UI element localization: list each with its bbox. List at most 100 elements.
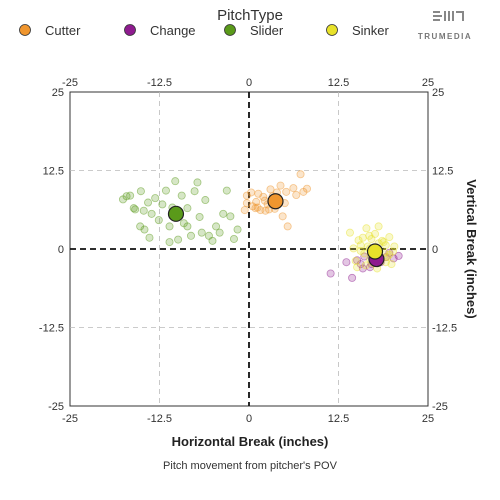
x-tick-label-top: 25 (422, 77, 434, 89)
mean-slider (167, 205, 185, 222)
legend-swatch-slider (224, 24, 236, 36)
point-cutter (289, 184, 298, 193)
y-tick-label-left: 0 (58, 244, 64, 256)
y-tick-label-left: 12.5 (43, 166, 64, 178)
point-slider (219, 209, 228, 218)
point-slider (183, 204, 192, 213)
point-slider (197, 228, 206, 237)
point-slider (193, 178, 202, 187)
y-tick-label-right: 12.5 (432, 166, 453, 178)
point-sinker (356, 246, 365, 255)
point-slider (187, 231, 196, 240)
point-cutter (276, 181, 285, 190)
point-slider (177, 191, 186, 200)
legend-label-slider: Slider (250, 23, 284, 38)
point-slider (151, 194, 160, 203)
point-slider (144, 198, 153, 207)
point-sinker (349, 244, 358, 253)
point-slider (147, 209, 156, 218)
point-slider (233, 225, 242, 234)
point-change (348, 273, 357, 282)
point-sinker (362, 224, 371, 233)
legend-label-sinker: Sinker (352, 23, 390, 38)
x-tick-label-bottom: 12.5 (328, 413, 349, 425)
point-slider (171, 177, 180, 186)
point-cutter (247, 188, 256, 197)
point-sinker (379, 238, 388, 247)
point-sinker (365, 231, 374, 240)
x-tick-label-top: -25 (62, 77, 78, 89)
x-tick-label-top: -12.5 (147, 77, 172, 89)
point-sinker (353, 263, 362, 272)
trumedia-logo-text: TRUMEDIA (418, 32, 472, 41)
point-slider (136, 187, 145, 196)
point-slider (208, 236, 217, 245)
y-tick-label-left: 25 (52, 87, 64, 99)
legend-swatch-change (124, 24, 136, 36)
legend-label-change: Change (150, 23, 196, 38)
point-slider (139, 206, 148, 215)
point-slider (165, 222, 174, 231)
point-sinker (351, 256, 360, 265)
point-change (326, 269, 335, 278)
x-tick-label-bottom: -12.5 (147, 413, 172, 425)
point-slider (174, 235, 183, 244)
pitch-points (118, 170, 403, 282)
trumedia-logo-mark (433, 11, 464, 21)
point-cutter (302, 184, 311, 193)
legend: Cutter Change Slider Sinker (19, 23, 390, 38)
point-cutter (282, 187, 291, 196)
point-slider (212, 222, 221, 231)
y-tick-label-right: 0 (432, 244, 438, 256)
point-slider (140, 225, 149, 234)
point-slider (215, 228, 224, 237)
point-slider (229, 234, 238, 243)
y-tick-label-left: -25 (48, 401, 64, 413)
legend-label-cutter: Cutter (45, 23, 81, 38)
point-slider (222, 186, 231, 195)
x-tick-label-top: 12.5 (328, 77, 349, 89)
point-sinker (361, 261, 370, 270)
x-tick-label-bottom: -25 (62, 413, 78, 425)
point-slider (190, 187, 199, 196)
point-sinker (385, 233, 394, 242)
point-cutter (278, 212, 287, 221)
point-sinker (390, 242, 399, 251)
legend-swatch-sinker (326, 24, 338, 36)
x-tick-label-bottom: 25 (422, 413, 434, 425)
point-sinker (354, 236, 363, 245)
point-sinker (385, 250, 394, 259)
pitch-means (167, 193, 385, 268)
y-tick-label-right: -12.5 (432, 323, 457, 335)
point-slider (126, 191, 135, 200)
mean-cutter (267, 193, 284, 210)
x-axis-title: Horizontal Break (inches) (172, 434, 329, 449)
y-tick-label-right: -25 (432, 401, 448, 413)
legend-title: PitchType (217, 7, 283, 24)
point-slider (183, 222, 192, 231)
point-slider (158, 200, 167, 209)
point-slider (154, 216, 163, 225)
x-tick-label-bottom: 0 (246, 413, 252, 425)
point-slider (136, 222, 145, 231)
y-axis-title: Vertical Break (inches) (464, 179, 479, 318)
point-cutter (242, 199, 251, 208)
point-sinker (345, 228, 354, 237)
point-slider (165, 238, 174, 247)
chart-caption: Pitch movement from pitcher's POV (163, 460, 338, 472)
point-slider (129, 204, 138, 213)
point-change (394, 251, 403, 260)
x-tick-label-top: 0 (246, 77, 252, 89)
point-cutter (296, 170, 305, 179)
point-slider (195, 212, 204, 221)
point-change (342, 258, 351, 267)
point-slider (201, 196, 210, 205)
legend-swatch-cutter (19, 24, 31, 36)
point-slider (161, 186, 170, 195)
y-tick-label-left: -12.5 (39, 323, 64, 335)
trumedia-logo: TRUMEDIA (418, 11, 472, 41)
point-slider (226, 212, 235, 221)
y-tick-label-right: 25 (432, 87, 444, 99)
